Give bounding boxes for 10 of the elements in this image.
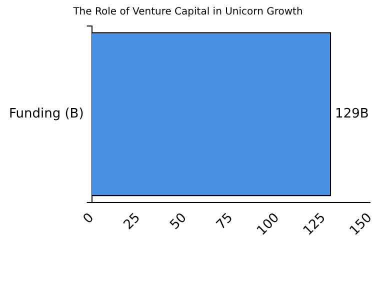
x-tick-label: 75	[214, 210, 236, 233]
y-tick-label: Funding (B)	[9, 106, 84, 122]
x-tick-label: 0	[80, 210, 98, 228]
x-tick-label: 100	[254, 210, 282, 239]
x-tick-label: 125	[300, 210, 329, 239]
data-label: 129B	[335, 106, 369, 122]
x-tick-label: 50	[167, 210, 190, 233]
chart-title: The Role of Venture Capital in Unicorn Growth	[72, 6, 303, 18]
x-tick-label: 150	[347, 210, 376, 239]
x-tick-label: 25	[121, 210, 144, 233]
